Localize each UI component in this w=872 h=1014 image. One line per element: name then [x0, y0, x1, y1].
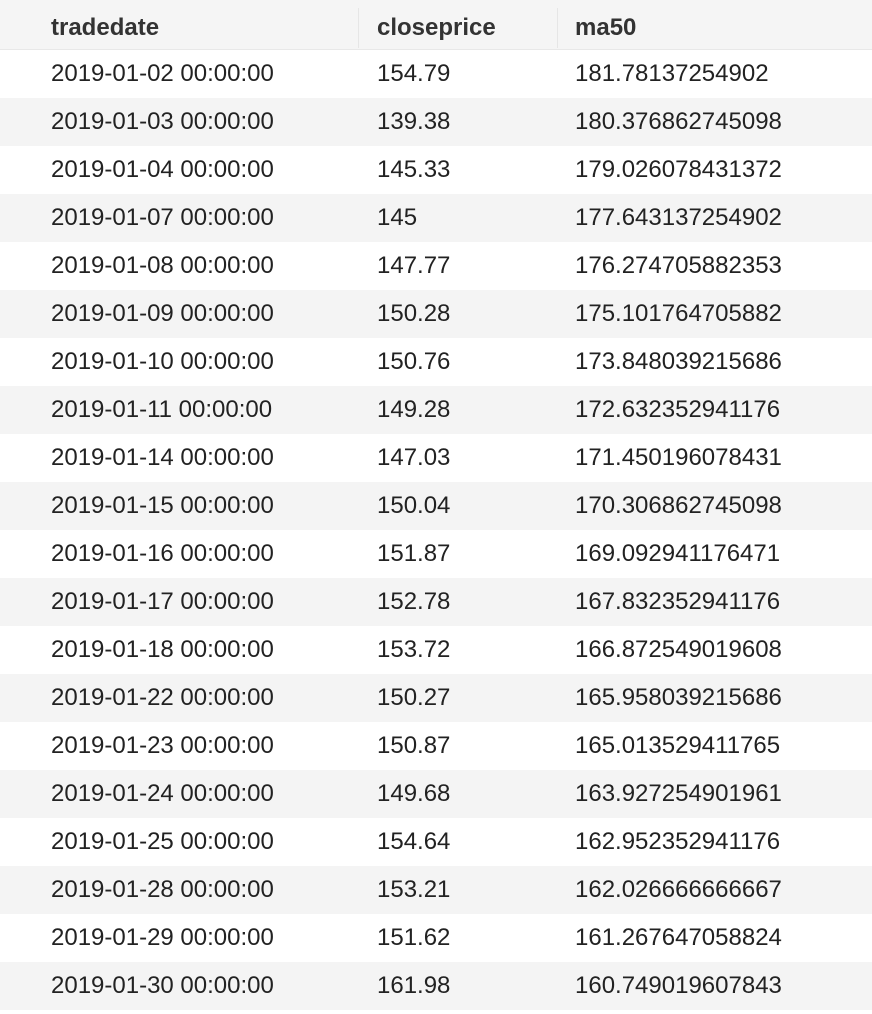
cell-closeprice: 153.21: [377, 876, 451, 903]
cell-tradedate: 2019-01-15 00:00:00: [51, 492, 274, 519]
cell-closeprice: 153.72: [377, 636, 451, 663]
cell-tradedate: 2019-01-18 00:00:00: [51, 636, 274, 663]
table-header: tradedate closeprice ma50: [0, 0, 872, 50]
cell-ma50: 171.450196078431: [575, 444, 782, 471]
cell-ma50: 163.927254901961: [575, 780, 782, 807]
cell-ma50: 161.267647058824: [575, 924, 782, 951]
cell-tradedate: 2019-01-03 00:00:00: [51, 108, 274, 135]
cell-tradedate: 2019-01-23 00:00:00: [51, 732, 274, 759]
table-row[interactable]: 2019-01-30 00:00:00 161.98 160.74901960784…: [0, 962, 872, 1010]
cell-tradedate: 2019-01-04 00:00:00: [51, 156, 274, 183]
cell-closeprice: 149.28: [377, 396, 451, 423]
cell-ma50: 173.848039215686: [575, 348, 782, 375]
table-row[interactable]: 2019-01-11 00:00:00 149.28 172.63235294117…: [0, 386, 872, 434]
table-row[interactable]: 2019-01-17 00:00:00 152.78 167.83235294117…: [0, 578, 872, 626]
cell-tradedate: 2019-01-16 00:00:00: [51, 540, 274, 567]
cell-tradedate: 2019-01-07 00:00:00: [51, 204, 274, 231]
table-row[interactable]: 2019-01-24 00:00:00 149.68 163.92725490196…: [0, 770, 872, 818]
table-row[interactable]: 2019-01-02 00:00:00 154.79 181.78137254902: [0, 50, 872, 98]
cell-closeprice: 145: [377, 204, 418, 231]
cell-ma50: 166.872549019608: [575, 636, 782, 663]
cell-closeprice: 149.68: [377, 780, 451, 807]
cell-tradedate: 2019-01-28 00:00:00: [51, 876, 274, 903]
cell-tradedate: 2019-01-08 00:00:00: [51, 252, 274, 279]
cell-tradedate: 2019-01-14 00:00:00: [51, 444, 274, 471]
cell-tradedate: 2019-01-11 00:00:00: [51, 396, 273, 423]
cell-ma50: 160.749019607843: [575, 972, 782, 999]
cell-ma50: 176.274705882353: [575, 252, 782, 279]
column-header-tradedate[interactable]: tradedate: [51, 14, 160, 41]
table-row[interactable]: 2019-01-08 00:00:00 147.77 176.27470588235…: [0, 242, 872, 290]
table-row[interactable]: 2019-01-22 00:00:00 150.27 165.95803921568…: [0, 674, 872, 722]
table-row[interactable]: 2019-01-04 00:00:00 145.33 179.02607843137…: [0, 146, 872, 194]
cell-closeprice: 150.28: [377, 300, 451, 327]
cell-tradedate: 2019-01-30 00:00:00: [51, 972, 274, 999]
cell-ma50: 175.101764705882: [575, 300, 782, 327]
cell-tradedate: 2019-01-10 00:00:00: [51, 348, 274, 375]
table-row[interactable]: 2019-01-09 00:00:00 150.28 175.10176470588…: [0, 290, 872, 338]
cell-closeprice: 150.04: [377, 492, 451, 519]
cell-closeprice: 139.38: [377, 108, 451, 135]
cell-closeprice: 151.62: [377, 924, 451, 951]
table-row[interactable]: 2019-01-16 00:00:00 151.87 169.09294117647…: [0, 530, 872, 578]
cell-closeprice: 150.27: [377, 684, 451, 711]
table-row[interactable]: 2019-01-15 00:00:00 150.04 170.30686274509…: [0, 482, 872, 530]
table-row[interactable]: 2019-01-29 00:00:00 151.62 161.26764705882…: [0, 914, 872, 962]
cell-tradedate: 2019-01-02 00:00:00: [51, 60, 274, 87]
cell-closeprice: 150.87: [377, 732, 451, 759]
cell-tradedate: 2019-01-22 00:00:00: [51, 684, 274, 711]
column-header-closeprice[interactable]: closeprice: [377, 14, 496, 41]
cell-tradedate: 2019-01-29 00:00:00: [51, 924, 274, 951]
column-header-ma50[interactable]: ma50: [575, 14, 637, 41]
cell-ma50: 167.832352941176: [575, 588, 781, 615]
cell-closeprice: 154.79: [377, 60, 451, 87]
cell-ma50: 169.092941176471: [575, 540, 781, 567]
cell-ma50: 180.376862745098: [575, 108, 782, 135]
cell-ma50: 181.78137254902: [575, 60, 769, 87]
table-row[interactable]: 2019-01-28 00:00:00 153.21 162.02666666666…: [0, 866, 872, 914]
cell-tradedate: 2019-01-25 00:00:00: [51, 828, 274, 855]
column-divider[interactable]: [557, 8, 558, 48]
cell-ma50: 177.643137254902: [575, 204, 782, 231]
cell-ma50: 162.026666666667: [575, 876, 782, 903]
cell-ma50: 172.632352941176: [575, 396, 781, 423]
column-divider[interactable]: [358, 8, 359, 48]
cell-ma50: 170.306862745098: [575, 492, 782, 519]
table-row[interactable]: 2019-01-10 00:00:00 150.76 173.84803921568…: [0, 338, 872, 386]
cell-closeprice: 147.03: [377, 444, 451, 471]
table-row[interactable]: 2019-01-25 00:00:00 154.64 162.95235294117…: [0, 818, 872, 866]
cell-ma50: 165.013529411765: [575, 732, 781, 759]
cell-closeprice: 145.33: [377, 156, 451, 183]
table-row[interactable]: 2019-01-03 00:00:00 139.38 180.37686274509…: [0, 98, 872, 146]
table-row[interactable]: 2019-01-18 00:00:00 153.72 166.87254901960…: [0, 626, 872, 674]
table-row[interactable]: 2019-01-14 00:00:00 147.03 171.45019607843…: [0, 434, 872, 482]
cell-closeprice: 154.64: [377, 828, 451, 855]
cell-tradedate: 2019-01-09 00:00:00: [51, 300, 274, 327]
cell-ma50: 165.958039215686: [575, 684, 782, 711]
cell-ma50: 162.952352941176: [575, 828, 781, 855]
cell-closeprice: 161.98: [377, 972, 451, 999]
cell-closeprice: 152.78: [377, 588, 451, 615]
table-row[interactable]: 2019-01-23 00:00:00 150.87 165.01352941176…: [0, 722, 872, 770]
table-body: 2019-01-02 00:00:00 154.79 181.78137254902…: [0, 50, 872, 1010]
cell-closeprice: 150.76: [377, 348, 451, 375]
cell-closeprice: 147.77: [377, 252, 451, 279]
cell-closeprice: 151.87: [377, 540, 451, 567]
cell-tradedate: 2019-01-17 00:00:00: [51, 588, 274, 615]
cell-ma50: 179.026078431372: [575, 156, 782, 183]
cell-tradedate: 2019-01-24 00:00:00: [51, 780, 274, 807]
table-row[interactable]: 2019-01-07 00:00:00 145 177.643137254902: [0, 194, 872, 242]
